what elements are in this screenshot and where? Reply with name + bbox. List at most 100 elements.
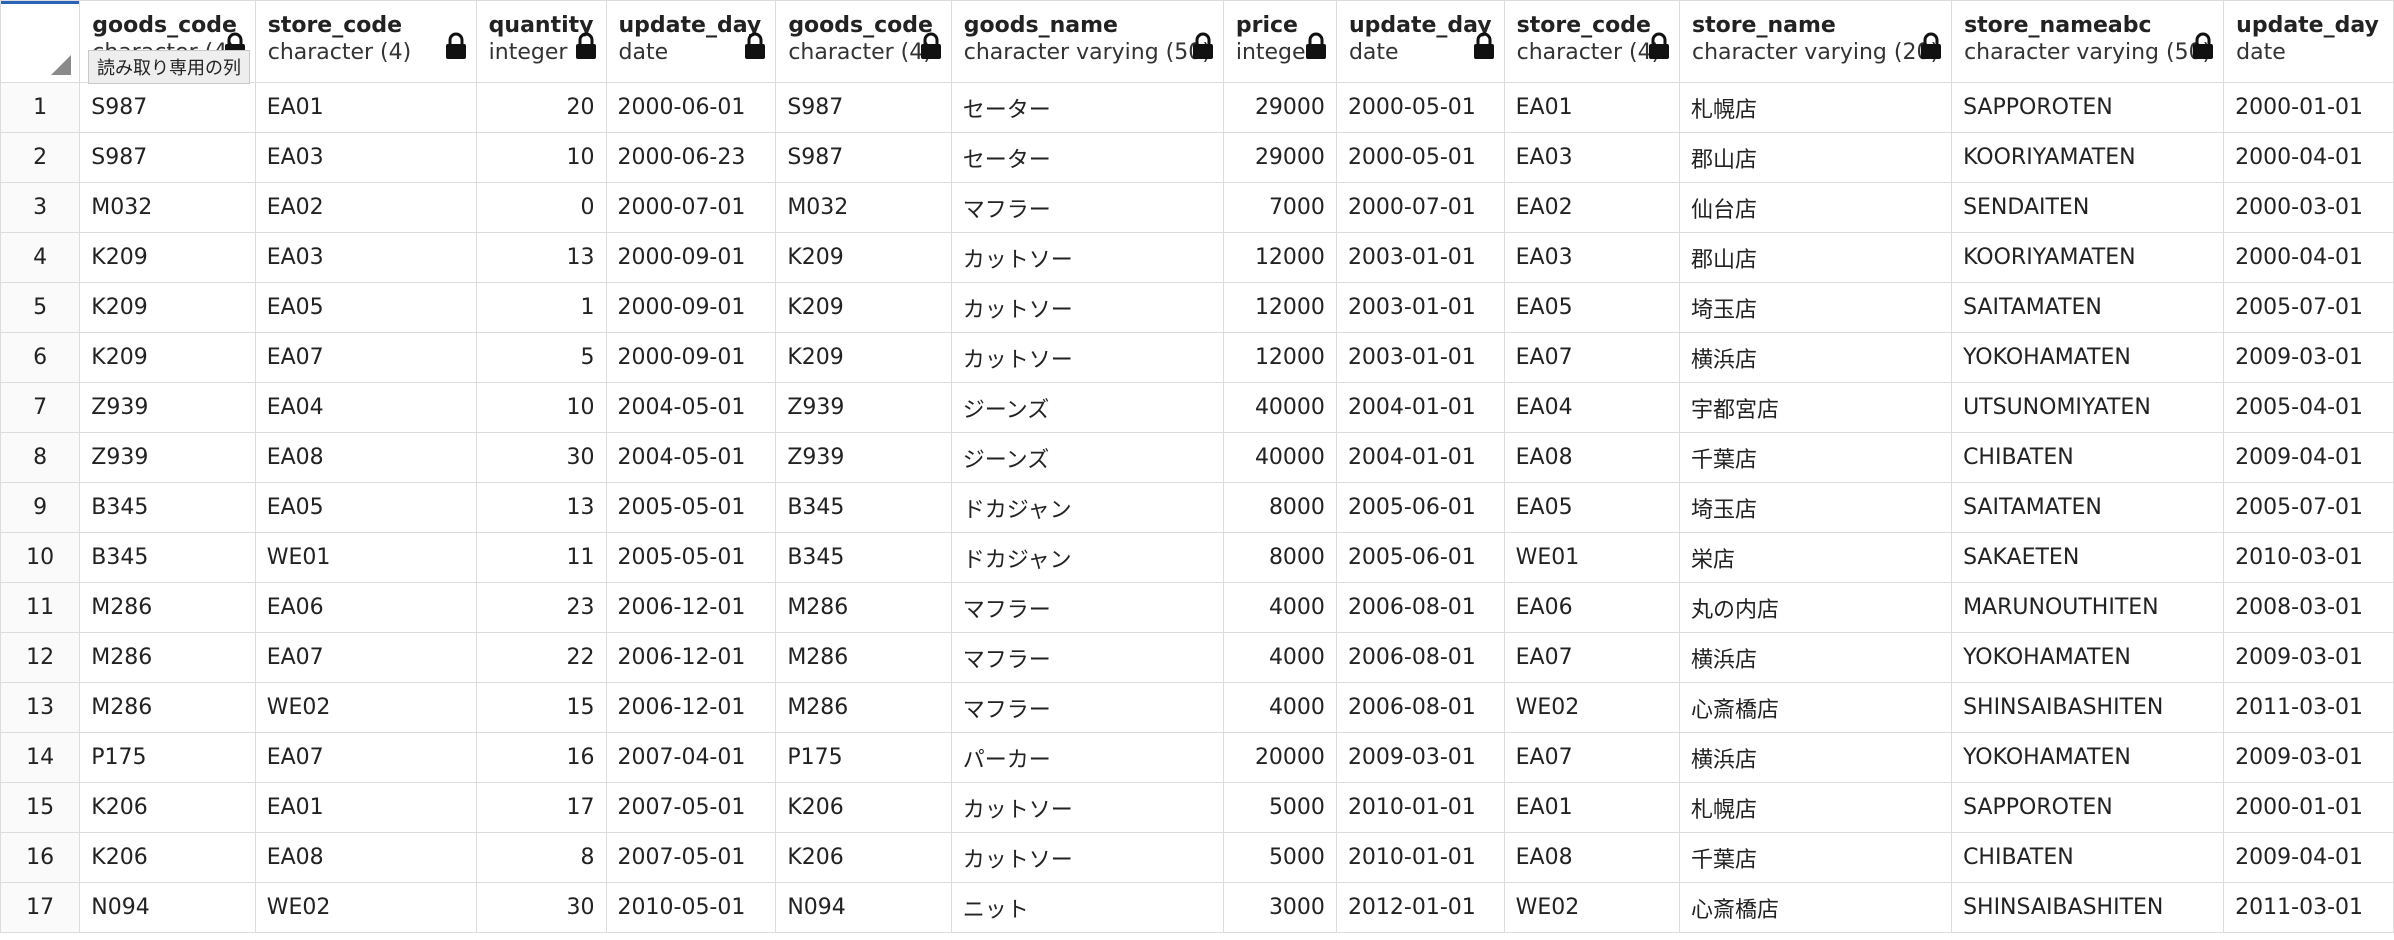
row-number[interactable]: 1: [0, 82, 81, 133]
cell-goods-code[interactable]: M286: [775, 582, 952, 633]
cell-goods-name[interactable]: カットソー: [950, 782, 1224, 833]
column-header-update-day[interactable]: update_day date: [605, 0, 777, 83]
cell-price[interactable]: 29000: [1222, 132, 1337, 183]
cell-goods-code[interactable]: Z939: [79, 382, 256, 433]
cell-goods-code[interactable]: B345: [775, 532, 952, 583]
cell-price[interactable]: 12000: [1222, 232, 1337, 283]
cell-price[interactable]: 4000: [1222, 582, 1337, 633]
column-header-store-code[interactable]: store_code character (4): [254, 0, 477, 83]
cell-goods-code[interactable]: P175: [775, 732, 952, 783]
column-header-goods-name[interactable]: goods_name character varying (50): [950, 0, 1224, 83]
cell-update-day[interactable]: 2000-04-01: [2223, 232, 2394, 283]
cell-goods-code[interactable]: N094: [79, 882, 256, 933]
cell-update-day[interactable]: 2000-09-01: [605, 282, 777, 333]
cell-store-nameabc[interactable]: SAKAETEN: [1951, 532, 2225, 583]
cell-update-day[interactable]: 2000-01-01: [2223, 782, 2394, 833]
cell-update-day[interactable]: 2006-08-01: [1335, 582, 1505, 633]
cell-update-day[interactable]: 2007-05-01: [605, 832, 777, 883]
cell-update-day[interactable]: 2005-05-01: [605, 482, 777, 533]
row-number[interactable]: 9: [0, 482, 81, 533]
row-number[interactable]: 7: [0, 382, 81, 433]
cell-quantity[interactable]: 5: [475, 332, 607, 383]
cell-update-day[interactable]: 2005-06-01: [1335, 532, 1505, 583]
cell-goods-code[interactable]: M032: [775, 182, 952, 233]
cell-update-day[interactable]: 2006-12-01: [605, 632, 777, 683]
row-number[interactable]: 12: [0, 632, 81, 683]
cell-goods-code[interactable]: B345: [775, 482, 952, 533]
cell-store-name[interactable]: 郡山店: [1678, 232, 1953, 283]
cell-update-day[interactable]: 2000-09-01: [605, 332, 777, 383]
cell-store-code[interactable]: EA08: [1503, 832, 1680, 883]
cell-goods-code[interactable]: Z939: [775, 432, 952, 483]
row-number[interactable]: 6: [0, 332, 81, 383]
cell-update-day[interactable]: 2000-07-01: [605, 182, 777, 233]
cell-update-day[interactable]: 2004-05-01: [605, 382, 777, 433]
cell-goods-name[interactable]: パーカー: [950, 732, 1224, 783]
cell-store-code[interactable]: EA04: [1503, 382, 1680, 433]
cell-store-name[interactable]: 札幌店: [1678, 782, 1953, 833]
cell-store-name[interactable]: 埼玉店: [1678, 282, 1953, 333]
cell-update-day[interactable]: 2000-04-01: [2223, 132, 2394, 183]
cell-goods-name[interactable]: ドカジャン: [950, 482, 1224, 533]
cell-update-day[interactable]: 2003-01-01: [1335, 232, 1505, 283]
cell-store-nameabc[interactable]: KOORIYAMATEN: [1951, 132, 2225, 183]
cell-store-name[interactable]: 千葉店: [1678, 832, 1953, 883]
cell-store-code[interactable]: EA07: [254, 732, 477, 783]
cell-update-day[interactable]: 2004-05-01: [605, 432, 777, 483]
cell-update-day[interactable]: 2000-07-01: [1335, 182, 1505, 233]
cell-price[interactable]: 20000: [1222, 732, 1337, 783]
cell-quantity[interactable]: 30: [475, 882, 607, 933]
cell-store-code[interactable]: EA01: [254, 82, 477, 133]
cell-store-code[interactable]: EA03: [1503, 132, 1680, 183]
cell-goods-code[interactable]: M286: [79, 682, 256, 733]
cell-goods-name[interactable]: ニット: [950, 882, 1224, 933]
cell-store-code[interactable]: EA06: [1503, 582, 1680, 633]
cell-update-day[interactable]: 2006-12-01: [605, 682, 777, 733]
column-header-store-code[interactable]: store_code character (4): [1503, 0, 1680, 83]
cell-store-code[interactable]: EA07: [1503, 632, 1680, 683]
row-number[interactable]: 14: [0, 732, 81, 783]
cell-store-nameabc[interactable]: SHINSAIBASHITEN: [1951, 882, 2225, 933]
cell-goods-code[interactable]: K206: [775, 782, 952, 833]
row-number[interactable]: 16: [0, 832, 81, 883]
column-header-update-day[interactable]: update_day date: [1335, 0, 1505, 83]
cell-store-code[interactable]: EA07: [254, 332, 477, 383]
cell-update-day[interactable]: 2009-03-01: [1335, 732, 1505, 783]
cell-goods-code[interactable]: B345: [79, 532, 256, 583]
cell-update-day[interactable]: 2005-07-01: [2223, 282, 2394, 333]
column-header-store-nameabc[interactable]: store_nameabc character varying (50): [1951, 0, 2225, 83]
cell-update-day[interactable]: 2005-06-01: [1335, 482, 1505, 533]
cell-quantity[interactable]: 10: [475, 382, 607, 433]
cell-quantity[interactable]: 8: [475, 832, 607, 883]
cell-goods-code[interactable]: M286: [775, 682, 952, 733]
cell-store-code[interactable]: EA07: [254, 632, 477, 683]
cell-goods-code[interactable]: P175: [79, 732, 256, 783]
cell-quantity[interactable]: 10: [475, 132, 607, 183]
cell-update-day[interactable]: 2005-07-01: [2223, 482, 2394, 533]
cell-store-name[interactable]: 札幌店: [1678, 82, 1953, 133]
cell-store-code[interactable]: EA03: [254, 132, 477, 183]
cell-quantity[interactable]: 17: [475, 782, 607, 833]
cell-goods-name[interactable]: カットソー: [950, 332, 1224, 383]
cell-goods-code[interactable]: S987: [79, 132, 256, 183]
cell-update-day[interactable]: 2005-05-01: [605, 532, 777, 583]
cell-store-code[interactable]: EA07: [1503, 732, 1680, 783]
cell-goods-name[interactable]: カットソー: [950, 232, 1224, 283]
cell-store-code[interactable]: EA06: [254, 582, 477, 633]
cell-update-day[interactable]: 2000-05-01: [1335, 82, 1505, 133]
cell-store-nameabc[interactable]: MARUNOUTHITEN: [1951, 582, 2225, 633]
cell-goods-code[interactable]: S987: [79, 82, 256, 133]
cell-price[interactable]: 8000: [1222, 482, 1337, 533]
cell-goods-name[interactable]: マフラー: [950, 682, 1224, 733]
cell-update-day[interactable]: 2010-01-01: [1335, 832, 1505, 883]
cell-store-code[interactable]: EA05: [1503, 282, 1680, 333]
cell-store-code[interactable]: EA03: [1503, 232, 1680, 283]
row-number[interactable]: 17: [0, 882, 81, 933]
row-number[interactable]: 3: [0, 182, 81, 233]
cell-store-name[interactable]: 心斎橋店: [1678, 682, 1953, 733]
cell-update-day[interactable]: 2009-04-01: [2223, 832, 2394, 883]
cell-goods-name[interactable]: マフラー: [950, 582, 1224, 633]
cell-goods-name[interactable]: セーター: [950, 82, 1224, 133]
cell-store-code[interactable]: EA07: [1503, 332, 1680, 383]
cell-update-day[interactable]: 2007-04-01: [605, 732, 777, 783]
